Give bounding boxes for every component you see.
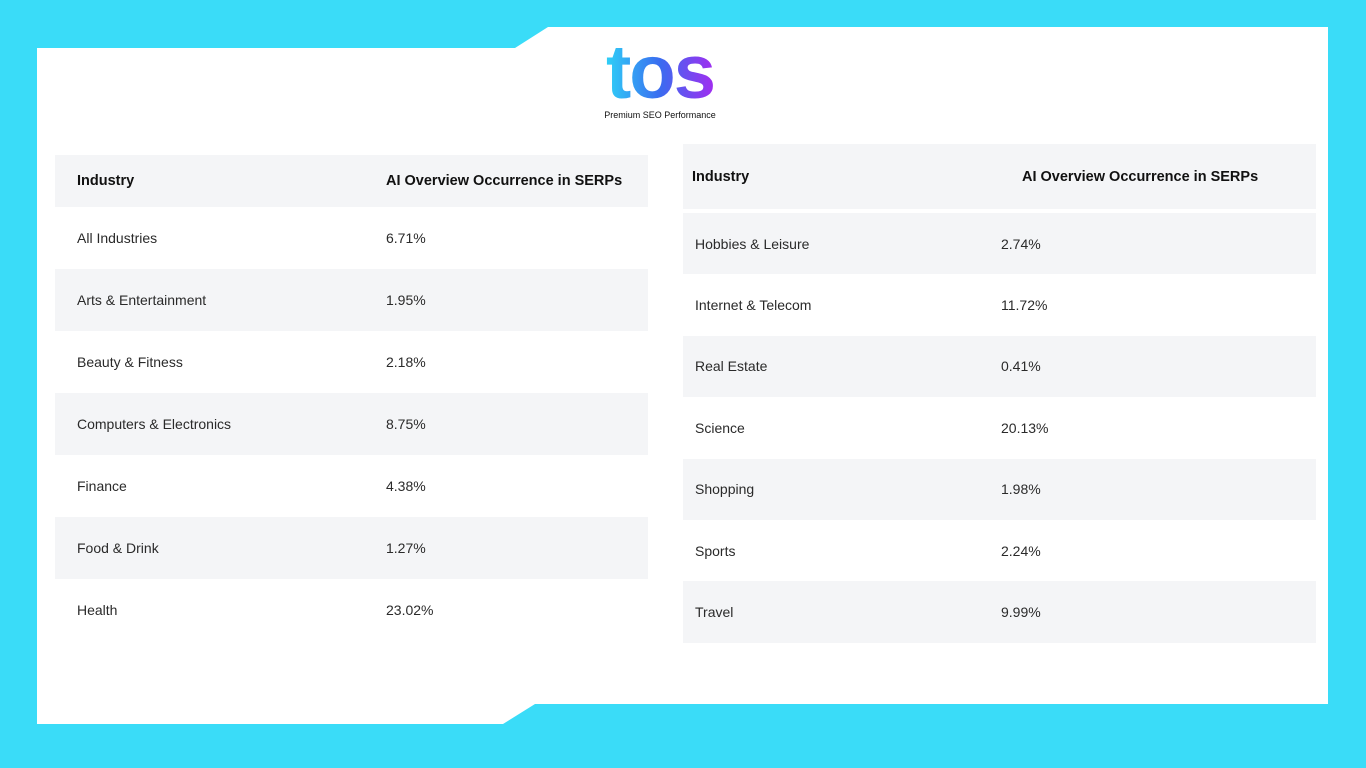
occurrence: 1.27% (386, 540, 426, 556)
industry: Food & Drink (77, 540, 159, 556)
industry: Finance (77, 478, 127, 494)
table-row: Computers & Electronics 8.75% (55, 393, 648, 455)
table-row: Food & Drink 1.27% (55, 517, 648, 579)
table: Industry AI Overview Occurrence in SERPs A… (55, 155, 648, 618)
table-row: Internet & Telecom 11.72% (683, 274, 1316, 335)
occurrence: 11.72% (1001, 297, 1048, 314)
occurrence: 0.41% (1001, 358, 1041, 375)
occurrence: 1.95% (386, 292, 426, 308)
industry: Sports (695, 542, 736, 559)
column-header: AI Overview Occurrence in SERPs (1022, 168, 1259, 185)
logo: tos Premium SEO Performance (604, 30, 716, 120)
industry: Science (695, 419, 745, 436)
table-row: Travel 9.99% (683, 581, 1316, 643)
industry: All Industries (77, 230, 158, 246)
occurrence: 2.24% (1001, 542, 1041, 559)
industry: Internet & Telecom (695, 297, 812, 314)
table-row: Sports 2.24% (683, 520, 1316, 581)
table-row: Hobbies & Leisure 2.74% (683, 213, 1316, 275)
occurrence: 1.98% (1001, 481, 1041, 498)
header-row: Industry AI Overview Occurrence in SERPs (683, 144, 1316, 209)
logo-text: tos (606, 30, 714, 115)
table-row: Finance 4.38% (55, 455, 648, 517)
occurrence: 2.18% (386, 354, 426, 370)
industry: Hobbies & Leisure (695, 235, 810, 252)
industry: Travel (695, 604, 734, 621)
tagline: Premium SEO Performance (604, 110, 716, 120)
table-row: Science 20.13% (683, 397, 1316, 458)
occurrence: 20.13% (1001, 419, 1049, 436)
industry: Shopping (695, 481, 755, 498)
occurrence: 2.74% (1001, 235, 1041, 252)
column-header: Industry (692, 168, 750, 185)
column-header: AI Overview Occurrence in SERPs (386, 173, 623, 189)
occurrence: 4.38% (386, 478, 426, 494)
header-row: Industry AI Overview Occurrence in SERPs (55, 155, 648, 207)
occurrence: 9.99% (1001, 604, 1041, 621)
industry: Computers & Electronics (77, 416, 232, 432)
table-row: Beauty & Fitness 2.18% (55, 331, 648, 393)
occurrence: 23.02% (386, 602, 434, 618)
industry: Real Estate (695, 358, 768, 375)
occurrence: 6.71% (386, 230, 426, 246)
table-row: Arts & Entertainment 1.95% (55, 269, 648, 331)
industry: Beauty & Fitness (77, 354, 183, 370)
table-row: Shopping 1.98% (683, 458, 1316, 520)
table: Industry AI Overview Occurrence in SERPs H… (683, 144, 1316, 643)
column-header: Industry (77, 173, 135, 189)
occurrence: 8.75% (386, 416, 426, 432)
industry: Arts & Entertainment (77, 292, 207, 308)
table-row: Health 23.02% (55, 579, 648, 641)
industry: Health (77, 602, 118, 618)
table-row: All Industries 6.71% (55, 207, 648, 269)
table-row: Real Estate 0.41% (683, 335, 1316, 398)
